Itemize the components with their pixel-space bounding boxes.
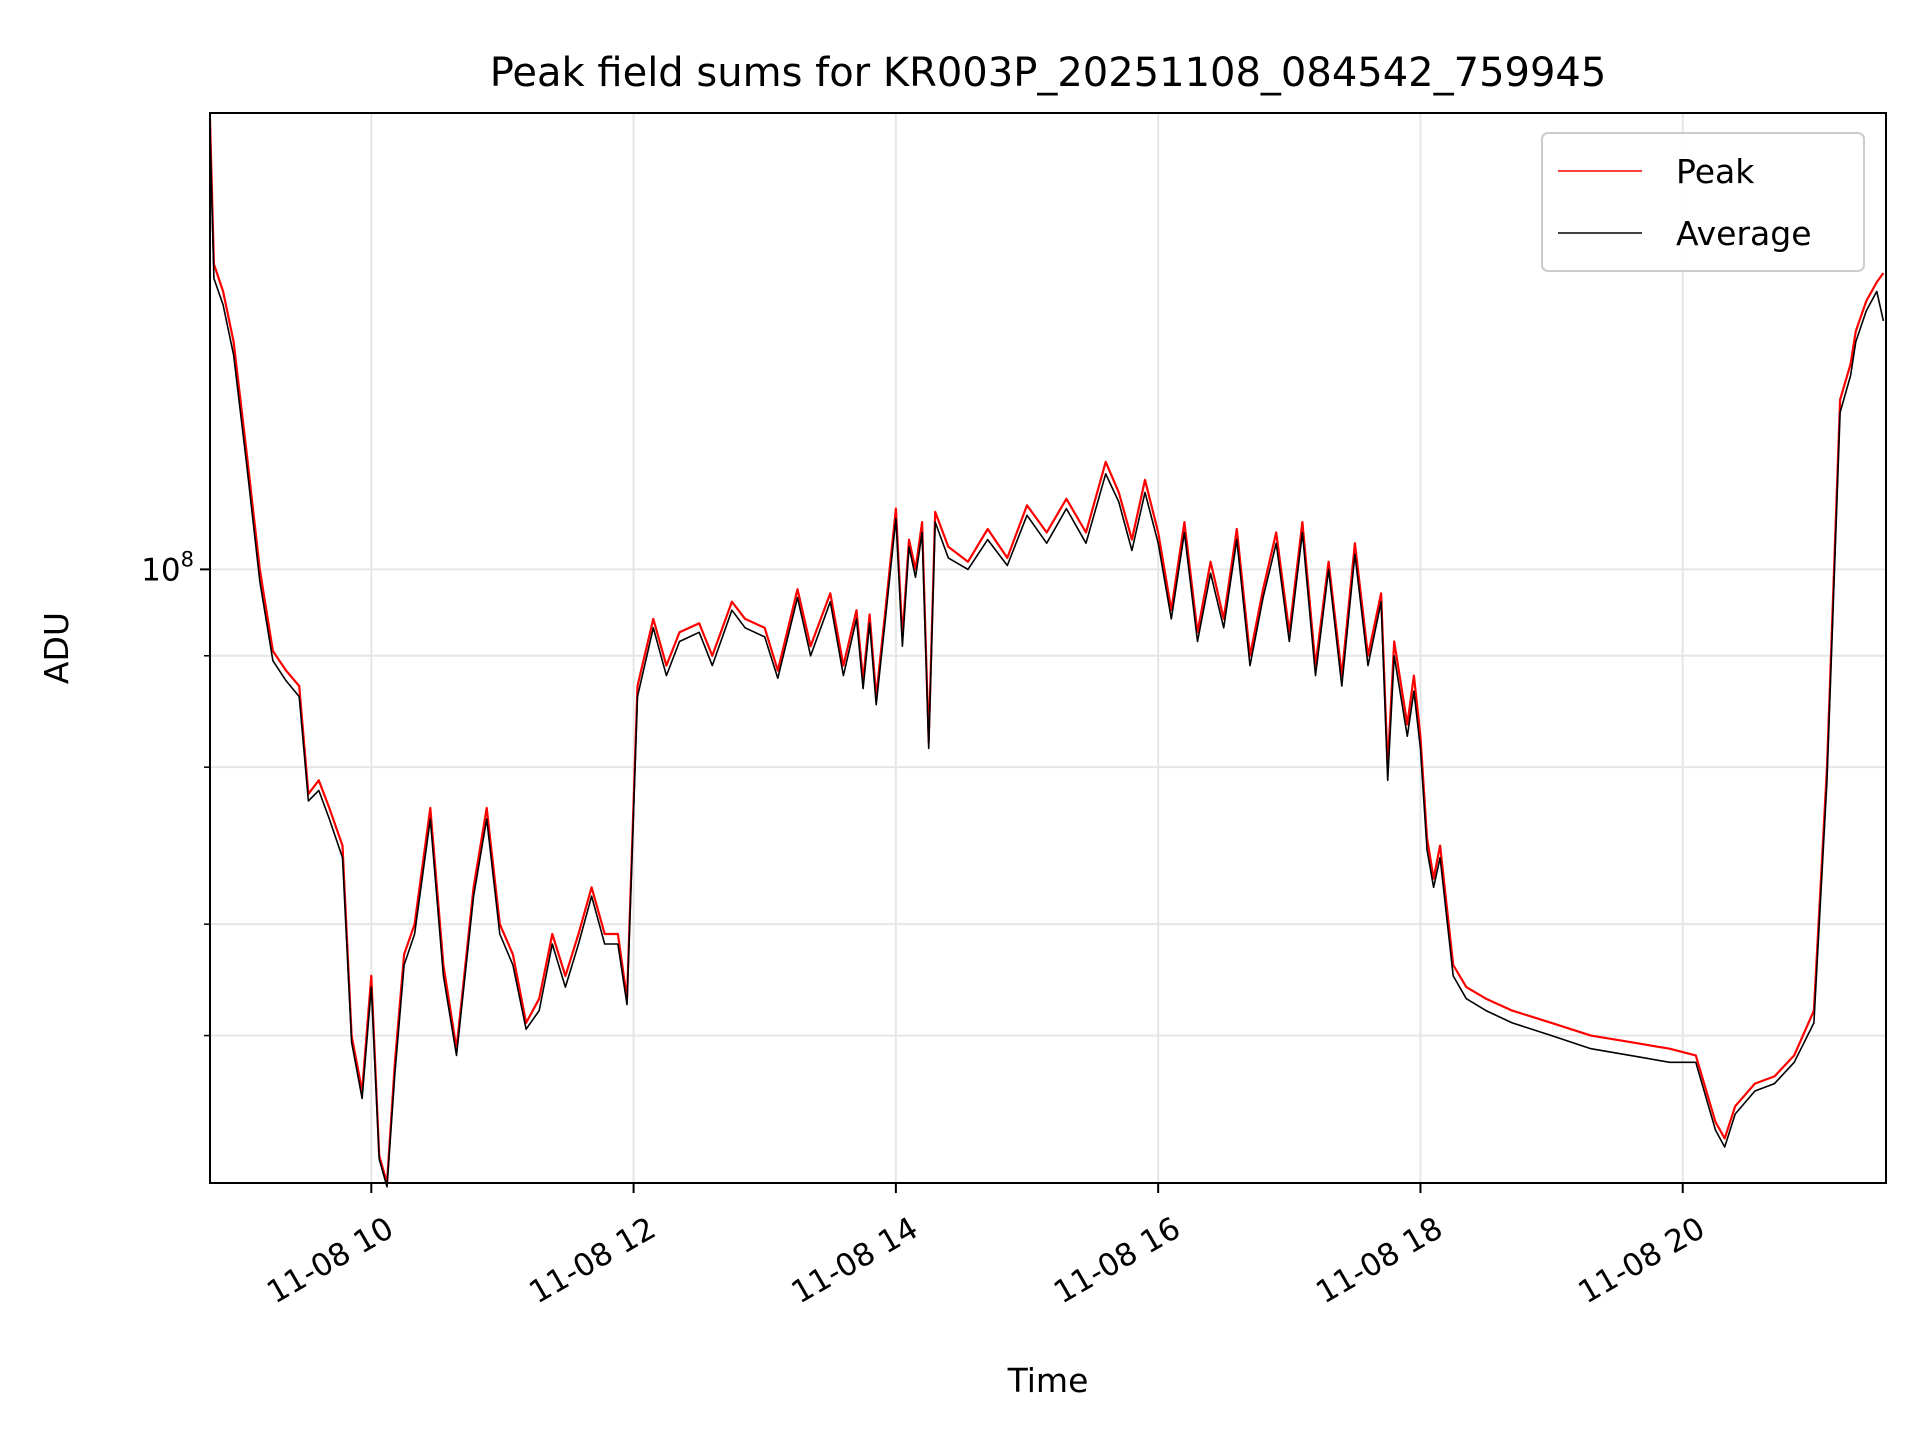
legend-label-peak: Peak [1676, 152, 1755, 191]
x-tick-label: 11-08 16 [1048, 1210, 1187, 1311]
y-tick-label: 108 [141, 547, 194, 588]
x-tick-label: 11-08 12 [523, 1210, 662, 1311]
series-line-average [209, 131, 1885, 1188]
x-tick-label: 11-08 18 [1310, 1210, 1449, 1311]
x-axis-label: Time [1007, 1361, 1089, 1400]
legend: Peak Average [1541, 132, 1865, 272]
x-tick-label: 11-08 10 [261, 1210, 400, 1311]
series-lines [208, 118, 1885, 1188]
y-axis-label: ADU [37, 612, 76, 684]
plot-frame [209, 112, 1887, 1184]
x-tick-label: 11-08 14 [786, 1210, 925, 1311]
chart-title: Peak field sums for KR003P_20251108_0845… [490, 50, 1607, 96]
grid [210, 113, 1886, 1183]
legend-label-average: Average [1676, 214, 1812, 253]
y-tick-label-exponent: 8 [181, 547, 194, 571]
y-tick-label-base: 10 [141, 552, 180, 588]
legend-box [1541, 132, 1865, 272]
x-tick-label: 11-08 20 [1572, 1210, 1711, 1311]
series-line-peak [208, 118, 1885, 1185]
